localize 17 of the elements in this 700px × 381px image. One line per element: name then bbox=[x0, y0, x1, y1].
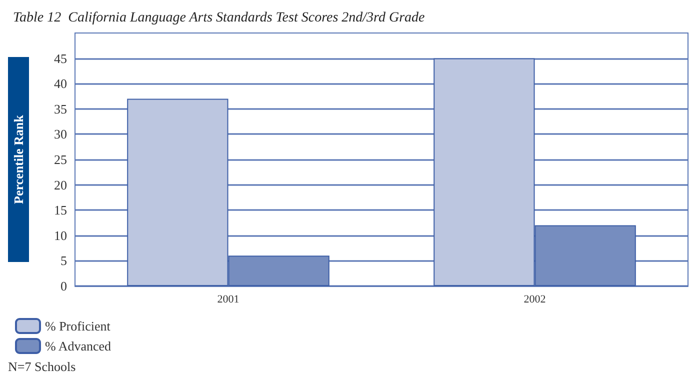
text: N=7 Schools bbox=[8, 359, 76, 374]
y-tick-label: 5 bbox=[60, 253, 67, 268]
y-tick-label: 10 bbox=[54, 228, 67, 243]
legend-label: % Advanced bbox=[45, 338, 112, 354]
legend-label: % Proficient bbox=[45, 318, 111, 334]
y-tick-label: 20 bbox=[54, 177, 67, 192]
y-tick-label: 40 bbox=[54, 76, 67, 92]
y-axis-title: Percentile Rank bbox=[11, 114, 26, 204]
y-tick-label: 15 bbox=[54, 202, 67, 218]
y-tick-label: 30 bbox=[54, 126, 67, 142]
y-tick-label: 35 bbox=[54, 101, 67, 116]
y-tick-label: 45 bbox=[54, 50, 67, 66]
x-tick-label: 2001 bbox=[217, 294, 240, 306]
y-tick-label: 25 bbox=[54, 152, 67, 167]
y-tick-label: 0 bbox=[60, 278, 67, 294]
x-tick-label: 2002 bbox=[524, 294, 546, 306]
chart-title: Table 12 California Language Arts Standards Test Scores 2nd/3rd Grade bbox=[13, 10, 425, 26]
